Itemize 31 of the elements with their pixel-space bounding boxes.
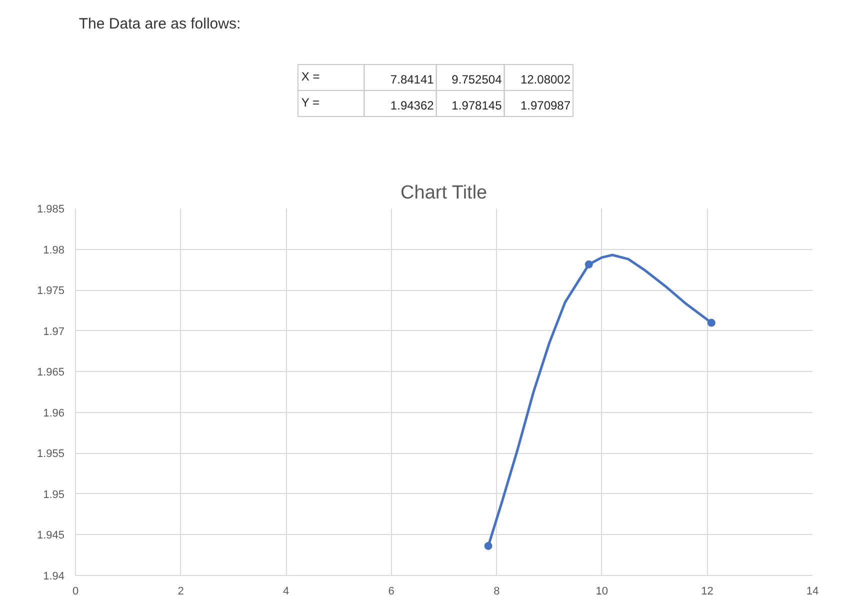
y-tick-label: 1.945 [36,530,65,542]
text: 12.08002 [520,72,571,86]
x-tick-label: 0 [72,586,79,598]
point [484,542,492,550]
y-tick-label: 1.95 [43,488,65,501]
x-tick-label: 10 [596,586,608,598]
y-tick-label: 1.96 [43,407,65,420]
text: 7.84141 [390,72,434,86]
chart-title: Chart Title [400,182,488,204]
x-tick-label: 8 [494,586,500,598]
y-tick-label: 1.98 [43,244,65,256]
y-tick-label: 1.94 [43,570,65,582]
text: 1.970987 [520,98,571,112]
text: X = [301,70,320,84]
y-tick-label: 1.985 [36,204,65,216]
text: 9.752504 [452,72,502,86]
x-tick-label: 2 [178,586,184,598]
text: 1.978145 [452,98,502,112]
x-tick-label: 4 [283,586,290,598]
x-tick-label: 14 [806,586,819,598]
text: The Data are as follows: [78,16,241,32]
point [707,318,716,327]
y-tick-label: 1.955 [36,448,65,460]
x-tick-label: 6 [388,586,394,598]
x-tick-label: 12 [701,586,714,598]
y-tick-label: 1.965 [36,366,65,379]
text: 1.94362 [390,98,434,112]
y-tick-label: 1.975 [36,285,65,298]
text: Y = [301,96,320,110]
point [584,260,593,268]
y-tick-label: 1.97 [43,326,65,338]
